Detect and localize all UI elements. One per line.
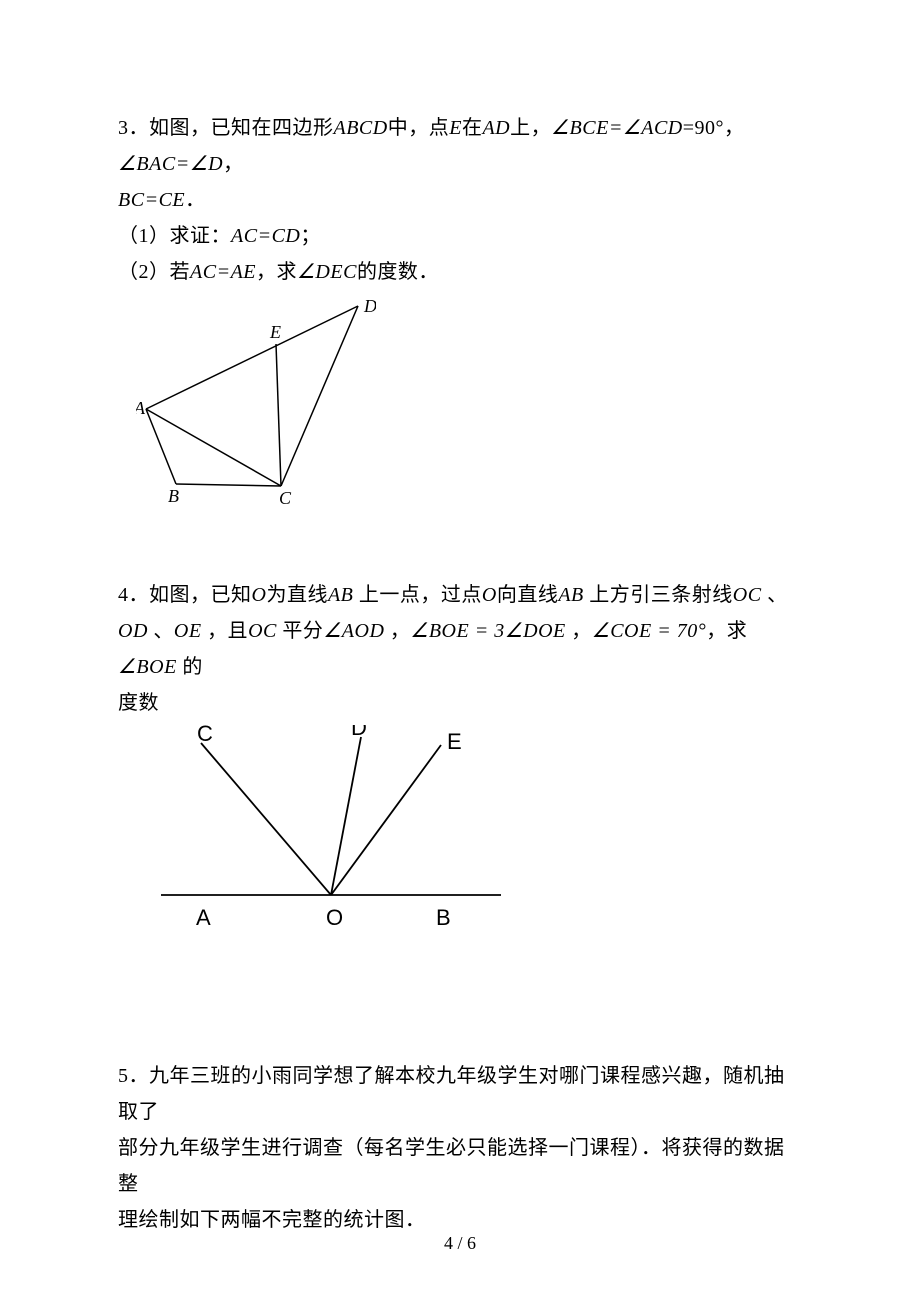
- text: 度数: [118, 692, 159, 714]
- var-OC: OC: [733, 584, 762, 606]
- var-OD: OD: [118, 620, 148, 642]
- var-AB: AB: [328, 584, 353, 606]
- eq70: = 70°: [652, 620, 707, 642]
- text: 4．如图，已知: [118, 584, 252, 606]
- var-angACD: ∠ACD: [623, 117, 683, 139]
- var-O: O: [482, 584, 497, 606]
- text: ，求: [256, 261, 297, 283]
- page: 3．如图，已知在四边形ABCD中，点E在AD上，∠BCE=∠ACD=90°，∠B…: [0, 0, 920, 1302]
- text: ；: [300, 225, 321, 247]
- svg-text:D: D: [351, 725, 367, 740]
- svg-text:C: C: [197, 725, 213, 746]
- text: ，且: [202, 620, 249, 642]
- q3-line3: （1）求证：AC=CD；: [118, 218, 802, 254]
- text: 、: [762, 584, 788, 606]
- var-angD: ∠D: [190, 153, 223, 175]
- text: ，: [384, 620, 410, 642]
- text: ，: [566, 620, 592, 642]
- var-OE: OE: [174, 620, 202, 642]
- text: 向直线: [497, 584, 559, 606]
- text: 为直线: [266, 584, 328, 606]
- spacer: [118, 517, 802, 577]
- q4-line2: OD 、OE ，且OC 平分∠AOD ，∠BOE = 3∠DOE ，∠COE =…: [118, 613, 802, 685]
- q3-svg: A B C D E: [136, 294, 376, 504]
- var-angBOE: ∠BOE: [118, 656, 177, 678]
- svg-text:B: B: [436, 905, 451, 930]
- text: 上，: [510, 117, 551, 139]
- svg-text:B: B: [168, 486, 179, 504]
- text: 在: [462, 117, 483, 139]
- q4-figure: C D E A O B: [146, 725, 802, 940]
- text: ，: [223, 153, 244, 175]
- three: 3: [494, 620, 505, 642]
- svg-text:C: C: [279, 488, 292, 504]
- text: 上方引三条射线: [584, 584, 733, 606]
- var-angCOE: ∠COE: [592, 620, 652, 642]
- text: 中，点: [388, 117, 450, 139]
- eq: =: [176, 153, 190, 175]
- q3-line1: 3．如图，已知在四边形ABCD中，点E在AD上，∠BCE=∠ACD=90°，∠B…: [118, 110, 802, 182]
- q4-line1: 4．如图，已知O为直线AB 上一点，过点O向直线AB 上方引三条射线OC 、: [118, 577, 802, 613]
- svg-text:A: A: [196, 905, 211, 930]
- svg-text:A: A: [136, 398, 146, 418]
- text: 的: [177, 656, 203, 678]
- eq: =: [217, 261, 231, 283]
- text: 平分: [277, 620, 324, 642]
- svg-text:E: E: [269, 322, 281, 342]
- text: 、: [148, 620, 174, 642]
- text: =90°，: [683, 117, 745, 139]
- svg-text:O: O: [326, 905, 343, 930]
- q5-line2: 部分九年级学生进行调查（每名学生必只能选择一门课程）．将获得的数据整: [118, 1130, 802, 1202]
- svg-text:D: D: [363, 296, 376, 316]
- var-angDEC: ∠DEC: [297, 261, 357, 283]
- q4-line3: 度数: [118, 685, 802, 721]
- text: 的度数．: [357, 261, 439, 283]
- eq: =: [609, 117, 623, 139]
- var-angBOE: ∠BOE: [410, 620, 469, 642]
- var-CE: CE: [159, 189, 186, 211]
- q4-svg: C D E A O B: [146, 725, 516, 935]
- text: 上一点，过点: [353, 584, 482, 606]
- var-angBAC: ∠BAC: [118, 153, 176, 175]
- var-AB: AB: [558, 584, 583, 606]
- eq: =: [145, 189, 159, 211]
- q3-figure: A B C D E: [136, 294, 802, 509]
- var-angDOE: ∠DOE: [505, 620, 566, 642]
- var-CD: CD: [272, 225, 301, 247]
- var-AC: AC: [190, 261, 217, 283]
- eq: =: [469, 620, 494, 642]
- var-angBCE: ∠BCE: [551, 117, 609, 139]
- q3-line2: BC=CE．: [118, 182, 802, 218]
- text: （2）若: [118, 261, 190, 283]
- text: 3．如图，已知在四边形: [118, 117, 334, 139]
- var-ABCD: ABCD: [334, 117, 388, 139]
- var-E: E: [449, 117, 462, 139]
- text: ．: [185, 189, 206, 211]
- q3-line4: （2）若AC=AE，求∠DEC的度数．: [118, 254, 802, 290]
- var-OC: OC: [248, 620, 277, 642]
- page-number: 4 / 6: [0, 1233, 920, 1254]
- var-AC: AC: [231, 225, 258, 247]
- svg-text:E: E: [447, 729, 462, 754]
- spacer: [118, 948, 802, 1058]
- var-O: O: [252, 584, 267, 606]
- var-angAOD: ∠AOD: [323, 620, 384, 642]
- q5-line1: 5．九年三班的小雨同学想了解本校九年级学生对哪门课程感兴趣，随机抽取了: [118, 1058, 802, 1130]
- var-AD: AD: [482, 117, 510, 139]
- text: （1）求证：: [118, 225, 231, 247]
- text: ，求: [706, 620, 747, 642]
- var-AE: AE: [231, 261, 256, 283]
- var-BC: BC: [118, 189, 145, 211]
- eq: =: [258, 225, 272, 247]
